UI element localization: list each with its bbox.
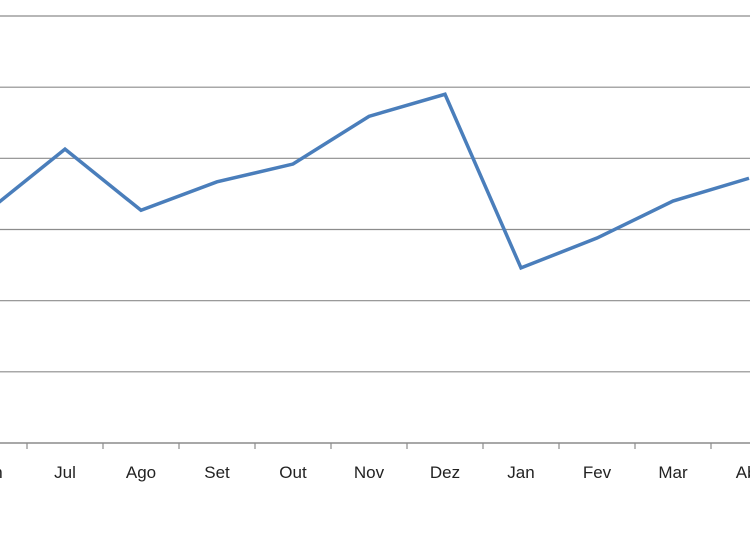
x-tick-label: Nov — [354, 463, 385, 482]
x-tick-label: Set — [204, 463, 230, 482]
x-tick-label: Fev — [583, 463, 612, 482]
x-tick-label: Out — [279, 463, 307, 482]
x-tick-label: Jun — [0, 463, 3, 482]
x-tick-label: Ago — [126, 463, 156, 482]
x-tick-label: Jul — [54, 463, 76, 482]
x-tick-label: Dez — [430, 463, 460, 482]
x-tick-label: Abr — [736, 463, 750, 482]
series-line — [0, 92, 750, 271]
x-tick-label: Jan — [507, 463, 534, 482]
x-axis — [0, 442, 750, 449]
gridlines — [0, 15, 750, 373]
x-tick-labels: Jun Jul Ago Set Out Nov Dez Jan Fev Mar Abr — [0, 463, 750, 482]
series — [0, 92, 750, 271]
x-tick-label: Mar — [658, 463, 688, 482]
